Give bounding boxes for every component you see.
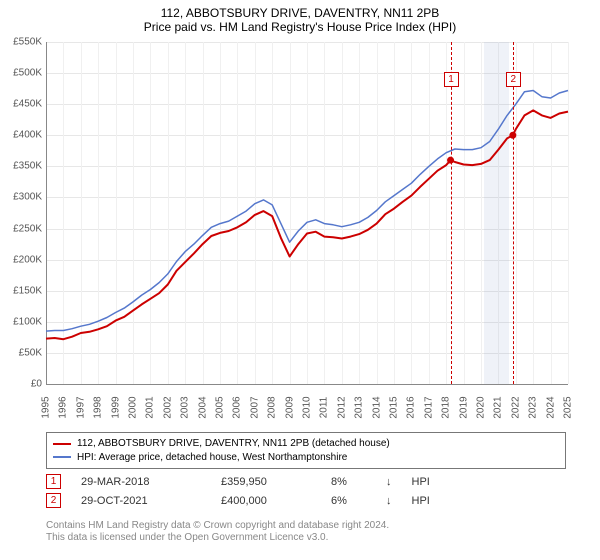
arrow-down-icon: ↓: [386, 476, 392, 488]
x-axis-label: 2025: [563, 393, 574, 423]
x-axis-label: 2000: [128, 393, 139, 423]
detail-pct: 8%: [331, 476, 366, 488]
arrow-down-icon: ↓: [386, 495, 392, 507]
legend-box: 112, ABBOTSBURY DRIVE, DAVENTRY, NN11 2P…: [46, 432, 566, 469]
detail-price: £359,950: [221, 476, 311, 488]
x-axis-label: 2016: [406, 393, 417, 423]
y-axis-label: £0: [2, 379, 42, 390]
y-axis-label: £450K: [2, 99, 42, 110]
sale-marker-line: [513, 42, 514, 384]
gridline-v: [568, 42, 569, 384]
x-axis-label: 2018: [441, 393, 452, 423]
y-axis-label: £400K: [2, 130, 42, 141]
x-axis-label: 1996: [58, 393, 69, 423]
detail-pct: 6%: [331, 495, 366, 507]
x-axis-label: 2004: [197, 393, 208, 423]
x-axis-label: 2007: [249, 393, 260, 423]
legend-swatch: [53, 443, 71, 445]
chart-subtitle: Price paid vs. HM Land Registry's House …: [0, 20, 600, 38]
y-axis-label: £200K: [2, 254, 42, 265]
legend-label: HPI: Average price, detached house, West…: [77, 451, 347, 465]
detail-row: 2 29-OCT-2021 £400,000 6% ↓ HPI: [46, 491, 554, 510]
sale-details: 1 29-MAR-2018 £359,950 8% ↓ HPI 2 29-OCT-2021 £4…: [46, 472, 554, 510]
x-axis-label: 2013: [354, 393, 365, 423]
y-axis-label: £500K: [2, 68, 42, 79]
legend-item: 112, ABBOTSBURY DRIVE, DAVENTRY, NN11 2P…: [53, 437, 559, 451]
y-axis-label: £550K: [2, 37, 42, 48]
x-axis-label: 2021: [493, 393, 504, 423]
detail-badge: 1: [46, 474, 61, 489]
x-axis-label: 1997: [75, 393, 86, 423]
footer-line-2: This data is licensed under the Open Gov…: [46, 532, 554, 544]
series-svg: [46, 42, 568, 384]
detail-vs: HPI: [412, 476, 430, 488]
detail-date: 29-OCT-2021: [81, 495, 201, 507]
x-axis-label: 2023: [528, 393, 539, 423]
footer-line-1: Contains HM Land Registry data © Crown c…: [46, 520, 554, 532]
legend-swatch: [53, 456, 71, 458]
y-axis-label: £250K: [2, 223, 42, 234]
x-axis-label: 1998: [93, 393, 104, 423]
detail-row: 1 29-MAR-2018 £359,950 8% ↓ HPI: [46, 472, 554, 491]
legend-label: 112, ABBOTSBURY DRIVE, DAVENTRY, NN11 2P…: [77, 437, 390, 451]
x-axis-label: 2001: [145, 393, 156, 423]
x-axis-label: 2014: [371, 393, 382, 423]
x-axis-label: 2012: [336, 393, 347, 423]
x-axis-label: 2020: [476, 393, 487, 423]
legend-item: HPI: Average price, detached house, West…: [53, 451, 559, 465]
y-axis-label: £50K: [2, 347, 42, 358]
x-axis-label: 2010: [302, 393, 313, 423]
chart-footer: Contains HM Land Registry data © Crown c…: [46, 520, 554, 544]
x-axis-label: 2011: [319, 393, 330, 423]
x-axis-label: 2003: [180, 393, 191, 423]
x-axis-label: 2002: [162, 393, 173, 423]
x-axis-label: 2009: [284, 393, 295, 423]
y-axis-label: £100K: [2, 316, 42, 327]
y-axis-label: £350K: [2, 161, 42, 172]
y-axis-label: £300K: [2, 192, 42, 203]
x-axis-label: 2024: [545, 393, 556, 423]
x-axis-label: 2008: [267, 393, 278, 423]
series-line-hpi: [46, 91, 568, 332]
x-axis-label: 1995: [41, 393, 52, 423]
x-axis-label: 2015: [389, 393, 400, 423]
sale-marker-line: [451, 42, 452, 384]
x-axis-label: 1999: [110, 393, 121, 423]
detail-price: £400,000: [221, 495, 311, 507]
series-line-address: [46, 110, 568, 339]
sale-marker-badge: 2: [506, 72, 521, 87]
detail-vs: HPI: [412, 495, 430, 507]
x-axis-label: 2005: [215, 393, 226, 423]
sale-marker-badge: 1: [444, 72, 459, 87]
x-axis-label: 2022: [510, 393, 521, 423]
chart-title: 112, ABBOTSBURY DRIVE, DAVENTRY, NN11 2P…: [0, 0, 600, 20]
detail-date: 29-MAR-2018: [81, 476, 201, 488]
x-axis-label: 2006: [232, 393, 243, 423]
detail-badge: 2: [46, 493, 61, 508]
plot-area: 12: [46, 42, 568, 384]
x-axis-label: 2019: [458, 393, 469, 423]
x-axis-label: 2017: [423, 393, 434, 423]
y-axis-label: £150K: [2, 285, 42, 296]
